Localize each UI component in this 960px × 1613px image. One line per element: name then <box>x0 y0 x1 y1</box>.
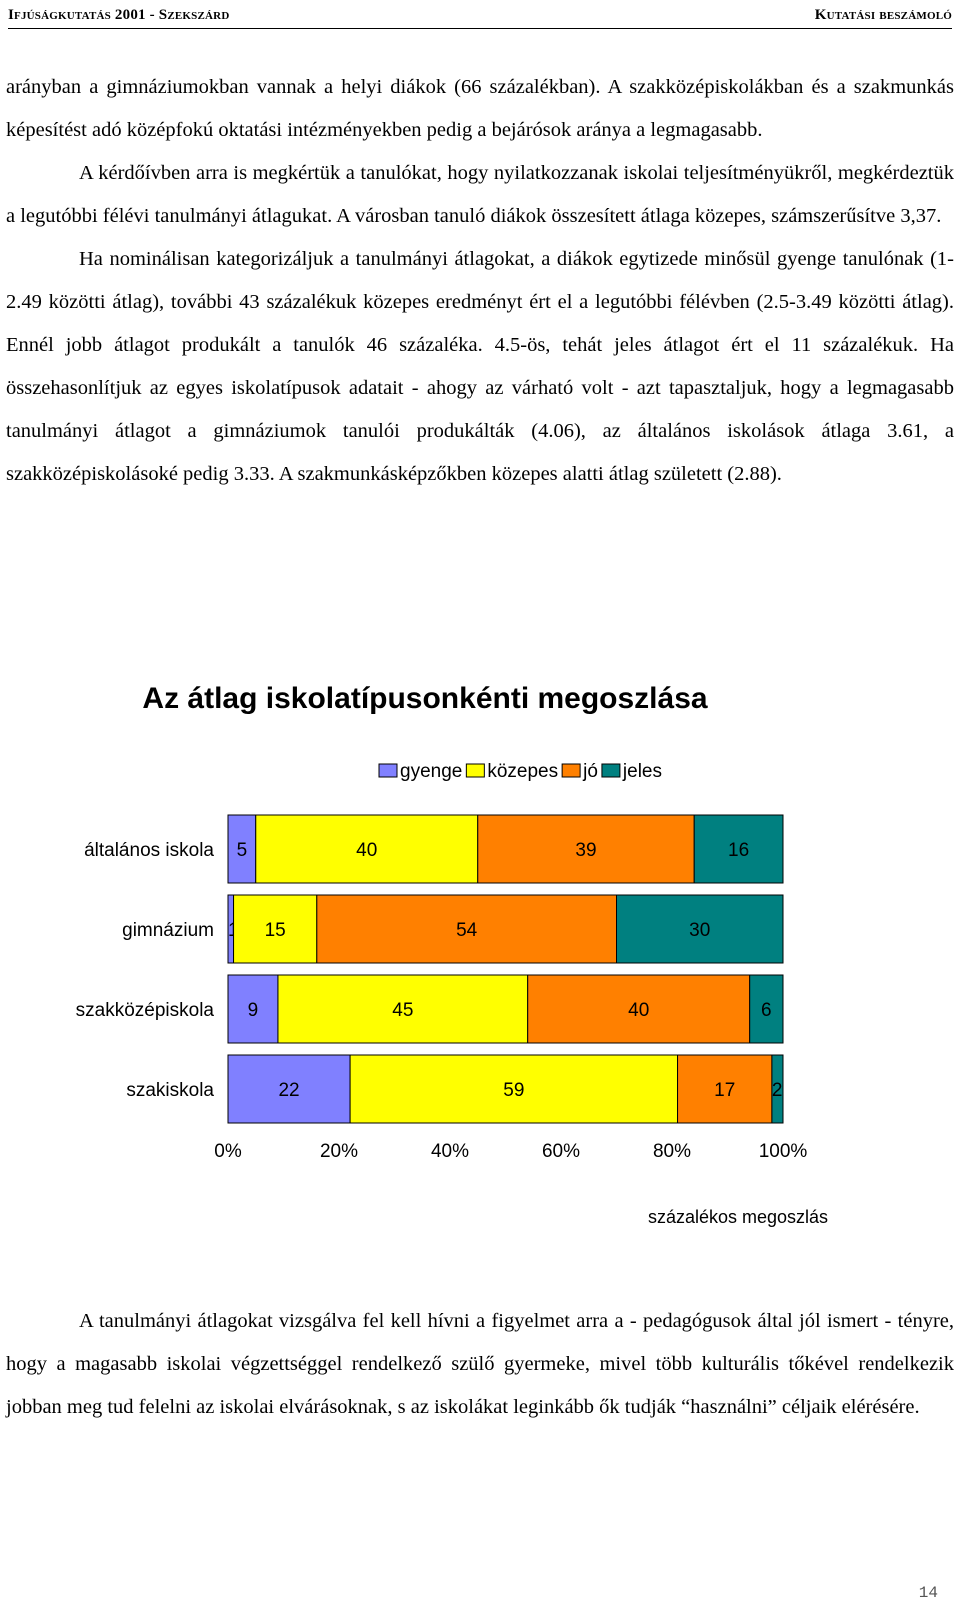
data-label-0-2: 39 <box>575 840 596 861</box>
data-label-2-2: 40 <box>628 1000 649 1021</box>
data-label-1-3: 30 <box>689 920 710 941</box>
legend-swatch-2 <box>561 763 581 778</box>
legend-label-2: jó <box>582 761 598 782</box>
category-label-0: általános iskola <box>84 840 214 861</box>
x-tick-4: 80% <box>653 1141 691 1162</box>
legend-swatch-3 <box>601 763 621 778</box>
data-label-3-0: 22 <box>278 1080 299 1101</box>
data-label-1-2: 54 <box>456 920 478 941</box>
bar-segment-2-2 <box>527 974 751 1044</box>
category-label-2: szakközépiskola <box>76 1000 215 1021</box>
paragraph-3: Ha nominálisan kategorizáljuk a tanulmán… <box>6 248 954 485</box>
data-label-1-1: 15 <box>265 920 286 941</box>
category-label-3: szakiskola <box>126 1080 214 1101</box>
legend-swatch-1 <box>465 763 485 778</box>
legend-label-3: jeles <box>622 761 662 782</box>
body-text-bottom: A tanulmányi átlagokat vizsgálva fel kel… <box>6 1300 954 1429</box>
data-label-2-3: 6 <box>761 1000 772 1021</box>
legend-label-0: gyenge <box>400 761 462 782</box>
bar-segment-3-1 <box>349 1054 679 1124</box>
category-label-1: gimnázium <box>122 920 214 941</box>
bar-segment-0-1 <box>255 814 479 884</box>
category-labels: általános iskola gimnázium szakközépiskola… <box>76 840 215 1101</box>
chart-title: Az átlag iskolatípusonkénti megoszlása <box>142 682 707 715</box>
x-tick-0: 0% <box>214 1141 242 1162</box>
chart-legend: gyenge közepes jó jeles <box>378 761 662 782</box>
bar-segment-2-3 <box>749 974 784 1044</box>
bar-segment-1-2 <box>316 894 617 964</box>
bar-segment-0-3 <box>693 814 784 884</box>
data-label-3-2: 17 <box>714 1080 735 1101</box>
bar-segment-2-1 <box>277 974 529 1044</box>
bar-segment-0-2 <box>477 814 695 884</box>
legend-label-1: közepes <box>487 761 558 782</box>
x-tick-3: 60% <box>542 1141 580 1162</box>
data-label-2-1: 45 <box>392 1000 413 1021</box>
paragraph-2: A kérdőívben arra is megkértük a tanulók… <box>6 162 954 227</box>
bar-segment-1-3 <box>616 894 784 964</box>
bar-segment-3-0 <box>227 1054 351 1124</box>
data-label-0-0: 5 <box>237 840 248 861</box>
data-label-0-3: 16 <box>728 840 749 861</box>
x-tick-2: 40% <box>431 1141 469 1162</box>
bar-segment-3-3 <box>771 1054 784 1124</box>
page-number: 14 <box>918 1584 938 1602</box>
chart-bars: 540391611554309454062259172 <box>227 814 784 1124</box>
header-right: Kutatási beszámoló <box>814 6 952 23</box>
bar-segment-3-2 <box>677 1054 773 1124</box>
paragraph-4: A tanulmányi átlagokat vizsgálva fel kel… <box>6 1310 954 1418</box>
x-tick-1: 20% <box>320 1141 358 1162</box>
paragraph-1: arányban a gimnáziumokban vannak a helyi… <box>6 76 954 141</box>
x-axis-ticks: 0% 20% 40% 60% 80% 100% <box>214 1141 807 1162</box>
stacked-bar-chart: Az átlag iskolatípusonkénti megoszlása g… <box>76 682 828 1227</box>
data-label-2-0: 9 <box>248 1000 259 1021</box>
body-text-top: arányban a gimnáziumokban vannak a helyi… <box>6 66 954 496</box>
data-label-0-1: 40 <box>356 840 377 861</box>
header-left: Ifjúságkutatás 2001 - Szekszárd <box>8 6 230 23</box>
page-header: Ifjúságkutatás 2001 - Szekszárd Kutatási… <box>8 2 952 29</box>
data-label-3-1: 59 <box>503 1080 524 1101</box>
bar-segment-2-0 <box>227 974 279 1044</box>
x-tick-5: 100% <box>759 1141 808 1162</box>
legend-swatch-0 <box>378 763 398 778</box>
bar-segment-0-0 <box>227 814 257 884</box>
data-label-3-3: 2 <box>772 1080 783 1101</box>
x-axis-label: százalékos megoszlás <box>648 1207 828 1227</box>
